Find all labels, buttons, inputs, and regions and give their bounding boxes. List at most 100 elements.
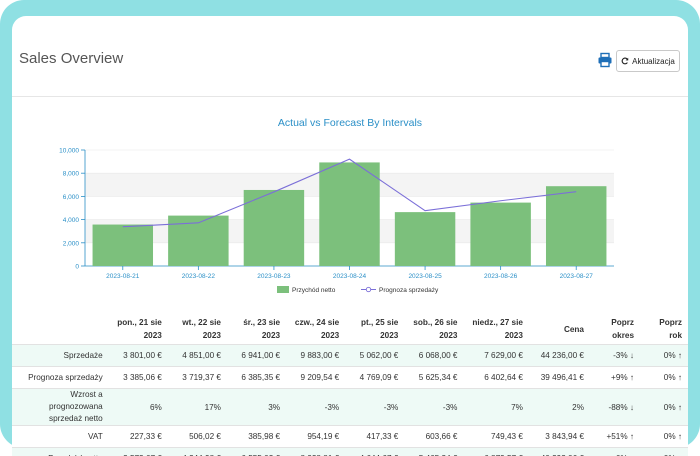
table-cell: 385,98 € <box>227 426 286 448</box>
table-cell: 0% ↑ <box>640 426 688 448</box>
y-tick-label: 0 <box>75 264 79 271</box>
table-cell: 506,02 € <box>168 426 227 448</box>
chart-bar <box>93 225 153 266</box>
column-header: Poprz rok <box>640 314 688 345</box>
column-header: Poprz okres <box>590 314 640 345</box>
table-cell: 6 068,00 € <box>404 345 463 367</box>
column-header: czw., 24 sie 2023 <box>286 314 345 345</box>
chart-bar <box>395 212 455 266</box>
row-label: Przychód netto <box>12 448 109 456</box>
table-cell: 4 769,09 € <box>345 367 404 389</box>
y-tick-label: 6,000 <box>63 194 80 201</box>
row-label: Sprzedaże <box>12 345 109 367</box>
header-cell-empty <box>12 314 109 345</box>
table-cell: 3 719,37 € <box>168 367 227 389</box>
x-tick-label: 2023-08-21 <box>106 273 140 280</box>
table-cell: 749,43 € <box>463 426 528 448</box>
table-cell: 9 209,54 € <box>286 367 345 389</box>
table-cell: 5 625,34 € <box>404 367 463 389</box>
legend-label-line: Prognoza sprzedaży <box>379 287 439 294</box>
table-cell: 417,33 € <box>345 426 404 448</box>
row-label: Prognoza sprzedaży <box>12 367 109 389</box>
table-cell: 3 801,00 € <box>109 345 168 367</box>
table-cell: 6 402,64 € <box>463 367 528 389</box>
legend-swatch-bars <box>277 286 289 293</box>
row-label: VAT <box>12 426 109 448</box>
table-cell: 6 879,57 € <box>463 448 528 456</box>
table-cell: 0% ↑ <box>640 448 688 456</box>
table-cell: 227,33 € <box>109 426 168 448</box>
table-cell: -3% <box>404 389 463 426</box>
page-title: Sales Overview <box>19 50 123 67</box>
table-cell: 3% <box>227 389 286 426</box>
table-cell: 2% <box>529 389 590 426</box>
table-cell: 4 344,98 € <box>168 448 227 456</box>
table-cell: 7% <box>463 389 528 426</box>
table-cell: 39 496,41 € <box>529 367 590 389</box>
table-cell: 3 573,67 € <box>109 448 168 456</box>
table-cell: 603,66 € <box>404 426 463 448</box>
column-header: Cena <box>529 314 590 345</box>
column-header: niedz., 27 sie 2023 <box>463 314 528 345</box>
chart-bar <box>470 203 530 266</box>
table-cell: 6 941,00 € <box>227 345 286 367</box>
table-cell: 0% ↑ <box>640 389 688 426</box>
table-cell: 4 851,00 € <box>168 345 227 367</box>
x-tick-label: 2023-08-27 <box>560 273 594 280</box>
table-cell: +9% ↑ <box>590 367 640 389</box>
table-cell: 7 629,00 € <box>463 345 528 367</box>
table-cell: 0% ↑ <box>640 345 688 367</box>
page-header: Sales Overview Aktualizacja <box>12 16 688 97</box>
table-cell: 8 928,81 € <box>286 448 345 456</box>
print-icon[interactable] <box>597 52 613 68</box>
table-cell: 6 555,02 € <box>227 448 286 456</box>
legend-marker-line <box>366 287 370 291</box>
column-header: pon., 21 sie 2023 <box>109 314 168 345</box>
table-cell: 40 392,06 € <box>529 448 590 456</box>
table-cell: 0% ↑ <box>640 367 688 389</box>
chart-bar <box>244 190 304 266</box>
table-cell: -3% <box>345 389 404 426</box>
table-cell: 4 644,67 € <box>345 448 404 456</box>
column-header: pt., 25 sie 2023 <box>345 314 404 345</box>
row-label: Wzrost a prognozowana sprzedaż netto <box>12 389 109 426</box>
table-cell: 9 883,00 € <box>286 345 345 367</box>
table-cell: 6 385,35 € <box>227 367 286 389</box>
legend-label-bars: Przychód netto <box>292 287 336 294</box>
chart-bar <box>546 186 606 266</box>
table-cell: -3% ↓ <box>590 345 640 367</box>
table-cell: 6% <box>109 389 168 426</box>
x-tick-label: 2023-08-23 <box>257 273 291 280</box>
table-cell: 5 062,00 € <box>345 345 404 367</box>
column-header: sob., 26 sie 2023 <box>404 314 463 345</box>
x-tick-label: 2023-08-22 <box>182 273 216 280</box>
refresh-label: Aktualizacja <box>632 57 675 66</box>
table-cell: 3 385,06 € <box>109 367 168 389</box>
app-window: Sales Overview Aktualizacja Actual vs Fo… <box>12 16 688 456</box>
chart-title: Actual vs Forecast By Intervals <box>278 117 422 129</box>
x-tick-label: 2023-08-24 <box>333 273 367 280</box>
x-tick-label: 2023-08-25 <box>408 273 442 280</box>
column-header: wt., 22 sie 2023 <box>168 314 227 345</box>
table-cell: 17% <box>168 389 227 426</box>
table-cell: -3% <box>286 389 345 426</box>
table-cell: -88% ↓ <box>590 389 640 426</box>
chart-bar <box>319 162 379 266</box>
y-tick-label: 2,000 <box>63 240 80 247</box>
table-cell: 954,19 € <box>286 426 345 448</box>
table-cell: 3 843,94 € <box>529 426 590 448</box>
table-cell: -6% ↓ <box>590 448 640 456</box>
column-header: śr., 23 sie 2023 <box>227 314 286 345</box>
table-cell: 5 465,34 € <box>404 448 463 456</box>
refresh-icon <box>621 57 629 65</box>
refresh-button[interactable]: Aktualizacja <box>616 50 680 72</box>
table-cell: +51% ↑ <box>590 426 640 448</box>
